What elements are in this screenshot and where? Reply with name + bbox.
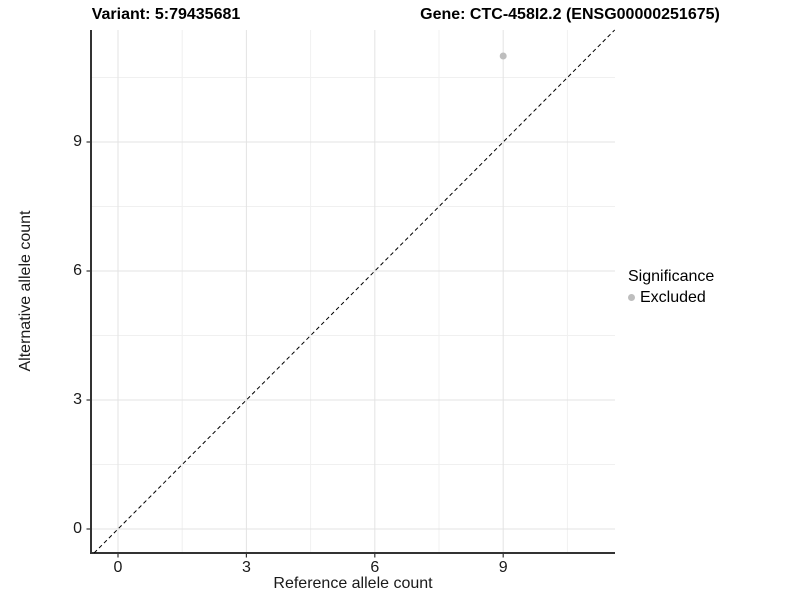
y-tick-label: 3	[73, 391, 82, 408]
gene-title: Gene: CTC-458I2.2 (ENSG00000251675)	[420, 6, 720, 23]
data-point	[499, 52, 507, 60]
legend-item-label: Excluded	[640, 288, 706, 306]
legend-title: Significance	[628, 268, 715, 285]
variant-title: Variant: 5:79435681	[91, 6, 241, 23]
x-tick-label: 9	[498, 559, 508, 576]
y-tick-label: 0	[73, 520, 82, 537]
x-axis-title: Reference allele count	[273, 575, 433, 592]
y-tick-label: 6	[73, 262, 82, 279]
legend-marker-circle-icon	[628, 294, 635, 301]
identity-reference-line	[93, 29, 616, 554]
x-tick-label: 0	[113, 559, 123, 576]
legend-item-excluded: Excluded	[628, 288, 714, 307]
x-tick-label: 3	[241, 559, 251, 576]
y-tick-label: 9	[73, 133, 82, 150]
legend: Significance Excluded	[628, 267, 714, 307]
x-tick-label: 6	[370, 559, 380, 576]
